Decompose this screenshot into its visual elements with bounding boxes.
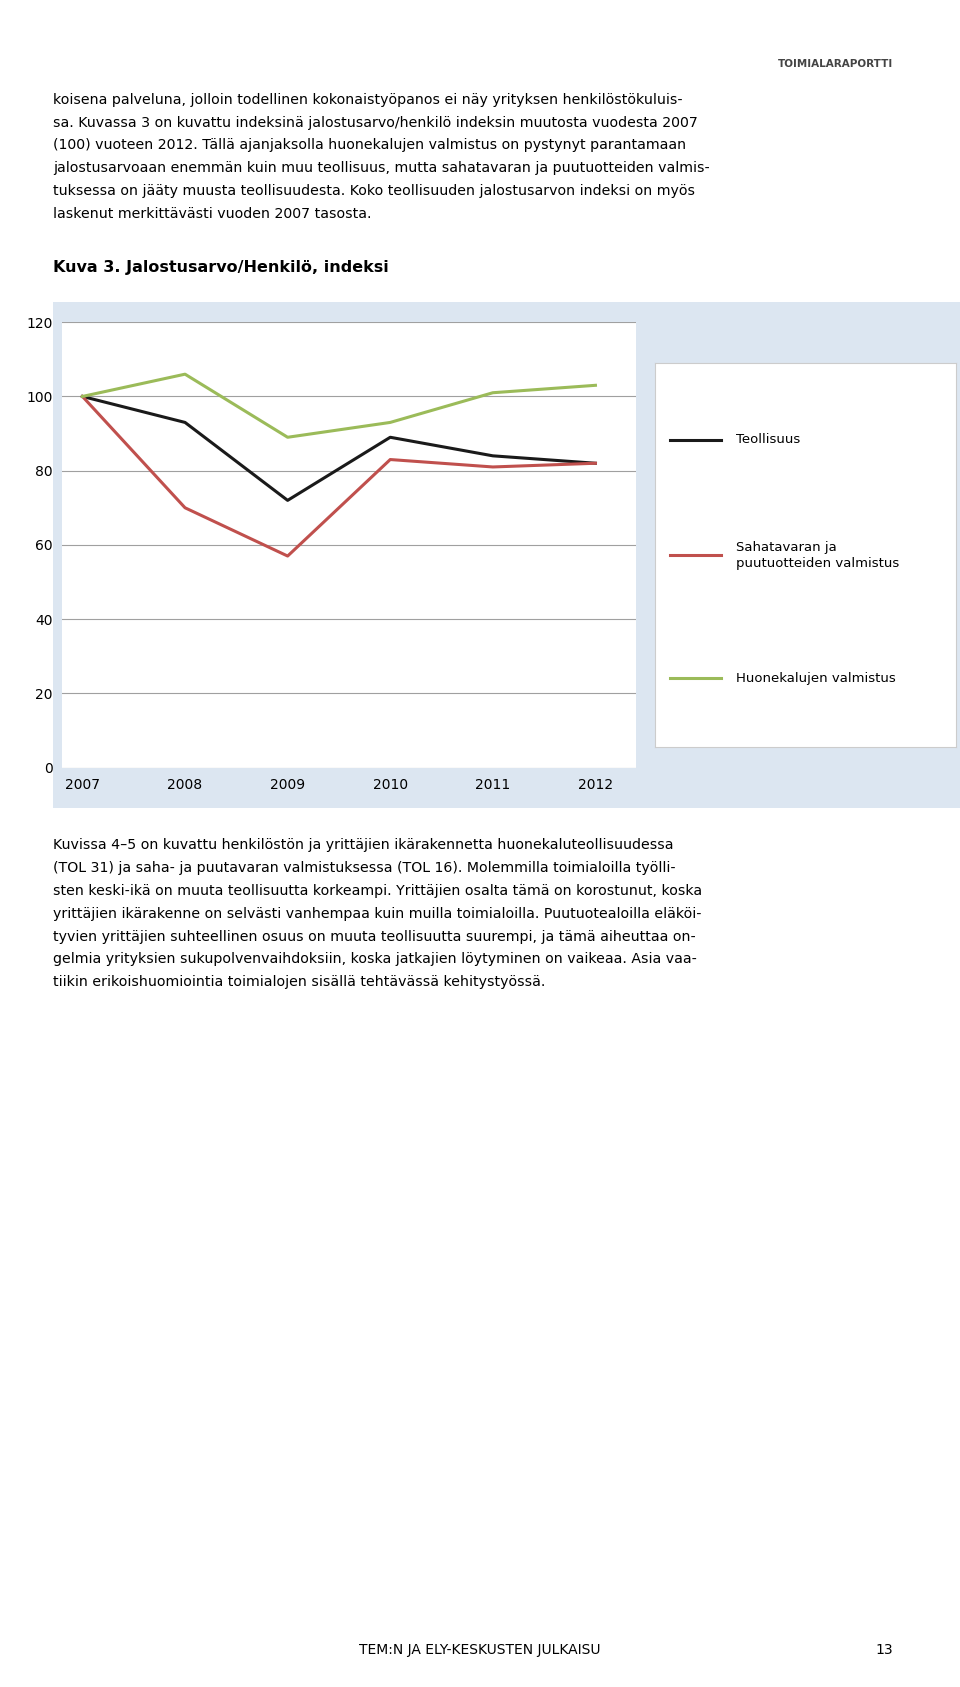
Text: TOIMIALARAPORTTI: TOIMIALARAPORTTI [778, 59, 893, 69]
Text: Huonekalujen valmistus: Huonekalujen valmistus [736, 671, 896, 685]
Text: Teollisuus: Teollisuus [736, 434, 801, 445]
Text: sa. Kuvassa 3 on kuvattu indeksinä jalostusarvo/henkilö indeksin muutosta vuodes: sa. Kuvassa 3 on kuvattu indeksinä jalos… [53, 116, 698, 130]
Text: TEM:N JA ELY-KESKUSTEN JULKAISU: TEM:N JA ELY-KESKUSTEN JULKAISU [359, 1643, 601, 1657]
Text: (100) vuoteen 2012. Tällä ajanjaksolla huonekalujen valmistus on pystynyt parant: (100) vuoteen 2012. Tällä ajanjaksolla h… [53, 138, 686, 152]
Text: Kuva 3. Jalostusarvo/Henkilö, indeksi: Kuva 3. Jalostusarvo/Henkilö, indeksi [53, 260, 389, 275]
Text: Kuvissa 4–5 on kuvattu henkilöstön ja yrittäjien ikärakennetta huonekaluteollisu: Kuvissa 4–5 on kuvattu henkilöstön ja yr… [53, 838, 673, 852]
Text: koisena palveluna, jolloin todellinen kokonaistyöpanos ei näy yrityksen henkilös: koisena palveluna, jolloin todellinen ko… [53, 93, 683, 106]
Text: tyvien yrittäjien suhteellinen osuus on muuta teollisuutta suurempi, ja tämä aih: tyvien yrittäjien suhteellinen osuus on … [53, 930, 696, 943]
Text: jalostusarvoaan enemmän kuin muu teollisuus, mutta sahatavaran ja puutuotteiden : jalostusarvoaan enemmän kuin muu teollis… [53, 162, 709, 175]
Text: 13: 13 [876, 1643, 893, 1657]
Text: yrittäjien ikärakenne on selvästi vanhempaa kuin muilla toimialoilla. Puutuoteal: yrittäjien ikärakenne on selvästi vanhem… [53, 908, 702, 921]
Text: laskenut merkittävästi vuoden 2007 tasosta.: laskenut merkittävästi vuoden 2007 tasos… [53, 208, 372, 221]
Text: tiikin erikoishuomiointia toimialojen sisällä tehtävässä kehitystyössä.: tiikin erikoishuomiointia toimialojen si… [53, 975, 545, 989]
Text: gelmia yrityksien sukupolvenvaihdoksiin, koska jatkajien löytyminen on vaikeaa. : gelmia yrityksien sukupolvenvaihdoksiin,… [53, 953, 697, 967]
Text: Sahatavaran ja
puutuotteiden valmistus: Sahatavaran ja puutuotteiden valmistus [736, 540, 900, 570]
Text: sten keski-ikä on muuta teollisuutta korkeampi. Yrittäjien osalta tämä on korost: sten keski-ikä on muuta teollisuutta kor… [53, 884, 702, 897]
Text: tuksessa on jääty muusta teollisuudesta. Koko teollisuuden jalostusarvon indeksi: tuksessa on jääty muusta teollisuudesta.… [53, 184, 695, 197]
Text: (TOL 31) ja saha- ja puutavaran valmistuksessa (TOL 16). Molemmilla toimialoilla: (TOL 31) ja saha- ja puutavaran valmistu… [53, 862, 676, 876]
